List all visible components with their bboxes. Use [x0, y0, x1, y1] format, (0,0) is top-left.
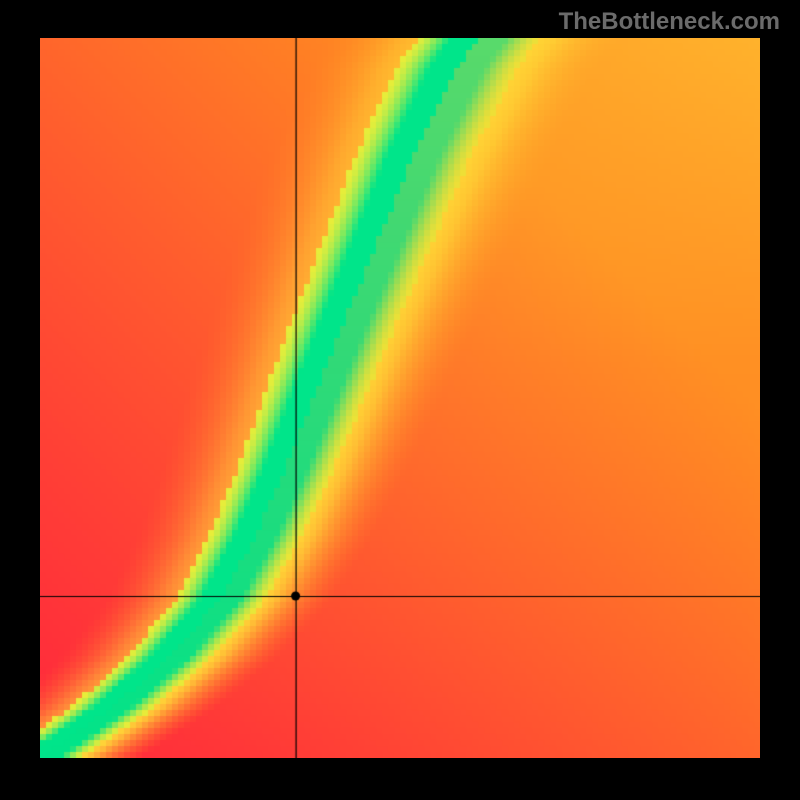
heatmap-canvas	[40, 38, 760, 758]
watermark-text: TheBottleneck.com	[559, 8, 780, 36]
heatmap-plot	[40, 38, 760, 758]
